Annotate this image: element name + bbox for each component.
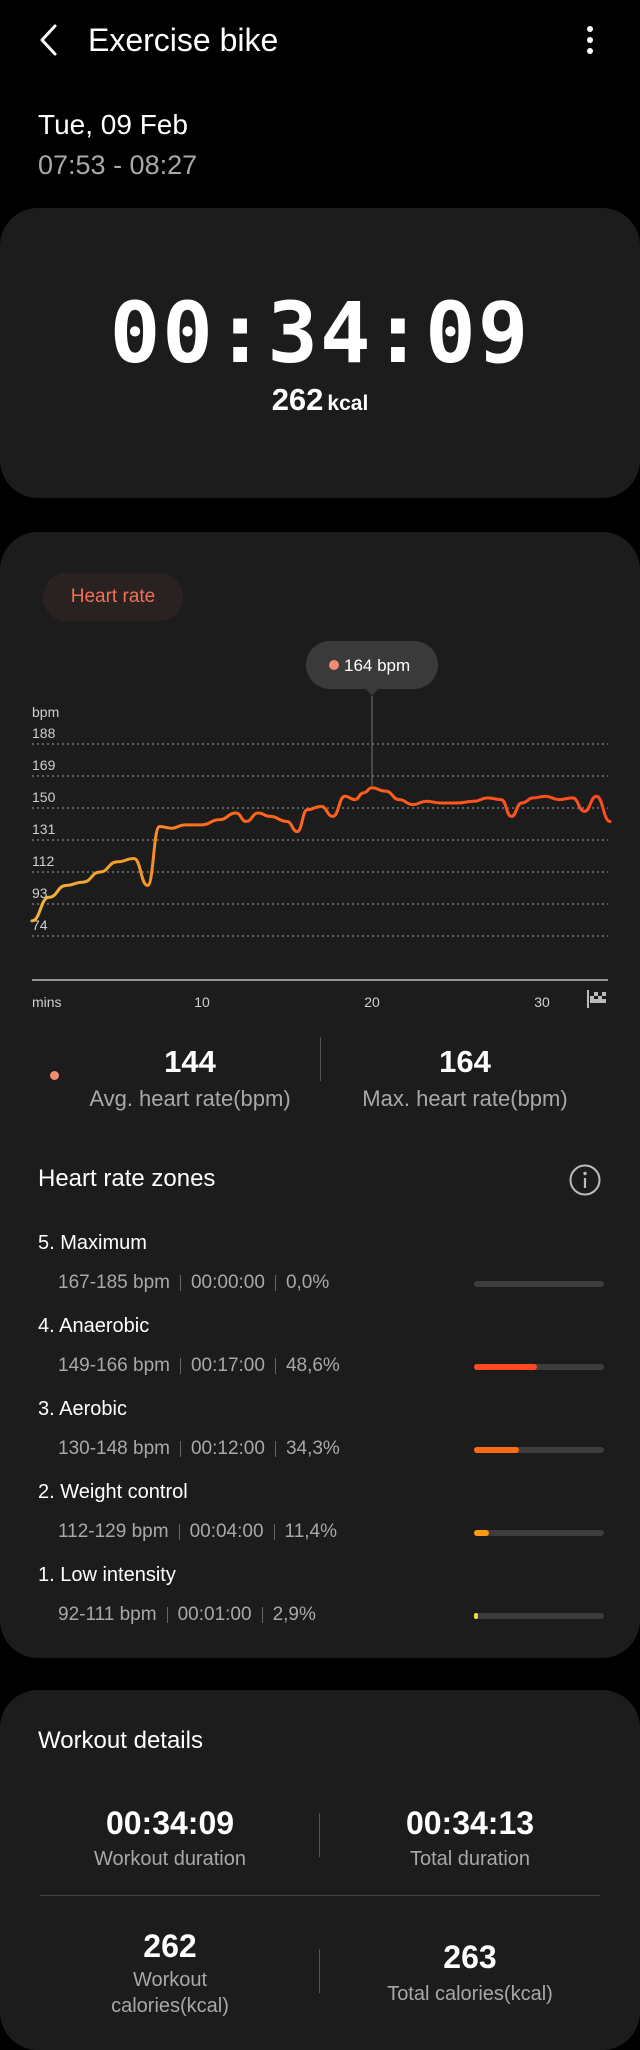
heart-rate-zones-title: Heart rate zones <box>38 1165 216 1192</box>
zone-separator <box>273 1523 275 1540</box>
details-horizontal-divider <box>40 1895 600 1896</box>
y-tick-label: 150 <box>32 789 56 805</box>
y-axis-label: bpm <box>32 704 59 720</box>
total-calories-label: Total calories(kcal) <box>387 1983 553 2005</box>
page-title: Exercise bike <box>88 22 279 58</box>
total-duration-value: 00:34:13 <box>405 1805 535 1841</box>
zone-separator <box>178 1523 180 1540</box>
y-tick-label: 93 <box>32 885 48 901</box>
zone-range: 149-166 bpm <box>58 1355 170 1376</box>
zone-name: 5. Maximum <box>38 1232 147 1254</box>
calories-display: 262 kcal <box>0 380 640 426</box>
workout-calories-label-line1: Workout <box>132 1969 208 1991</box>
zone-range: 167-185 bpm <box>58 1272 170 1293</box>
finish-flag-icon <box>587 990 606 1008</box>
zone-time: 00:17:00 <box>190 1355 265 1376</box>
zone-details: 149-166 bpm 00:17:00 48,6% <box>58 1351 340 1381</box>
zone-separator <box>179 1440 181 1457</box>
zone-separator <box>274 1357 276 1374</box>
x-tick-label: 20 <box>364 994 380 1010</box>
zone-time: 00:00:00 <box>190 1272 265 1293</box>
zone-progress-bar <box>474 1530 604 1536</box>
zone-progress-bar <box>474 1281 604 1287</box>
more-vertical-icon <box>587 26 593 54</box>
heart-rate-legend-dot <box>50 1071 59 1080</box>
duration-display: 00:34:09 <box>109 284 531 382</box>
zone-details: 130-148 bpm 00:12:00 34,3% <box>58 1434 340 1464</box>
tooltip-label: 164 bpm <box>344 656 410 675</box>
max-heart-rate-label: Max. heart rate(bpm) <box>362 1086 568 1111</box>
calories-unit: kcal <box>327 392 369 415</box>
zone-details: 92-111 bpm 00:01:00 2,9% <box>58 1600 316 1630</box>
heart-rate-chart: 188 169 150 131 112 93 74 10 20 30 bpm mins 164 … <box>30 641 612 1010</box>
zone-separator <box>179 1357 181 1374</box>
heart-rate-series-line <box>30 786 612 923</box>
zone-progress-fill <box>474 1447 519 1453</box>
zone-percent: 2,9% <box>272 1604 316 1625</box>
zone-progress-fill <box>474 1364 538 1370</box>
details-divider-top <box>319 1813 320 1857</box>
zone-details: 112-129 bpm 00:04:00 11,4% <box>58 1517 337 1547</box>
y-tick-label: 112 <box>32 853 55 869</box>
zone-progress-bar <box>474 1613 604 1619</box>
workout-details-title: Workout details <box>38 1727 203 1754</box>
zone-separator <box>274 1274 276 1291</box>
total-calories-value: 263 <box>443 1939 497 1975</box>
session-date: Tue, 09 Feb <box>38 109 188 140</box>
y-tick-label: 131 <box>32 821 56 837</box>
info-icon <box>569 1164 601 1196</box>
more-options-button[interactable] <box>575 20 605 60</box>
x-axis-label: mins <box>32 994 62 1010</box>
back-button[interactable] <box>30 20 70 60</box>
session-time-range: 07:53 - 08:27 <box>38 150 198 180</box>
zone-separator <box>166 1606 168 1623</box>
heart-rate-chip[interactable]: Heart rate <box>43 573 183 621</box>
calories-value: 262 <box>271 382 324 417</box>
avg-heart-rate-label: Avg. heart rate(bpm) <box>89 1086 291 1111</box>
back-arrow-icon <box>40 24 57 56</box>
zone-percent: 48,6% <box>285 1355 340 1376</box>
zone-progress-fill <box>474 1530 489 1536</box>
x-tick-label: 30 <box>534 994 550 1010</box>
zone-name: 2. Weight control <box>38 1481 188 1503</box>
workout-calories-value: 262 <box>143 1928 197 1964</box>
zone-progress-bar <box>474 1447 604 1453</box>
zone-time: 00:12:00 <box>190 1438 265 1459</box>
x-tick-label: 10 <box>194 994 210 1010</box>
max-heart-rate-tooltip: 164 bpm <box>306 641 438 696</box>
zones-info-button[interactable] <box>568 1163 602 1197</box>
total-duration-label: Total duration <box>409 1848 531 1870</box>
zone-percent: 0,0% <box>285 1272 330 1293</box>
workout-duration-value: 00:34:09 <box>105 1805 235 1841</box>
y-tick-label: 169 <box>32 757 56 773</box>
stats-divider <box>320 1037 321 1081</box>
zone-range: 112-129 bpm <box>58 1521 169 1542</box>
zone-details: 167-185 bpm 00:00:00 0,0% <box>58 1268 329 1298</box>
zone-separator <box>179 1274 181 1291</box>
max-heart-rate-value: 164 <box>439 1044 491 1079</box>
zone-separator <box>274 1440 276 1457</box>
avg-heart-rate-value: 144 <box>164 1044 216 1079</box>
zone-progress-fill <box>474 1613 478 1619</box>
summary-card <box>0 208 640 498</box>
details-divider-bottom <box>319 1949 320 1993</box>
zone-range: 130-148 bpm <box>58 1438 170 1459</box>
workout-calories-label-line2: calories(kcal) <box>111 1995 229 2017</box>
zone-time: 00:01:00 <box>177 1604 252 1625</box>
zone-name: 3. Aerobic <box>38 1398 127 1420</box>
workout-details-card <box>0 1690 640 2050</box>
zone-percent: 11,4% <box>284 1521 337 1542</box>
zone-separator <box>261 1606 263 1623</box>
zone-name: 4. Anaerobic <box>38 1315 150 1337</box>
workout-duration-label: Workout duration <box>94 1848 246 1870</box>
y-tick-label: 74 <box>32 917 48 933</box>
zone-progress-bar <box>474 1364 604 1370</box>
zone-range: 92-111 bpm <box>58 1604 157 1625</box>
y-tick-label: 188 <box>32 725 56 741</box>
zone-name: 1. Low intensity <box>38 1564 176 1586</box>
zone-percent: 34,3% <box>285 1438 340 1459</box>
heart-rate-card <box>0 532 640 1658</box>
zone-time: 00:04:00 <box>189 1521 264 1542</box>
